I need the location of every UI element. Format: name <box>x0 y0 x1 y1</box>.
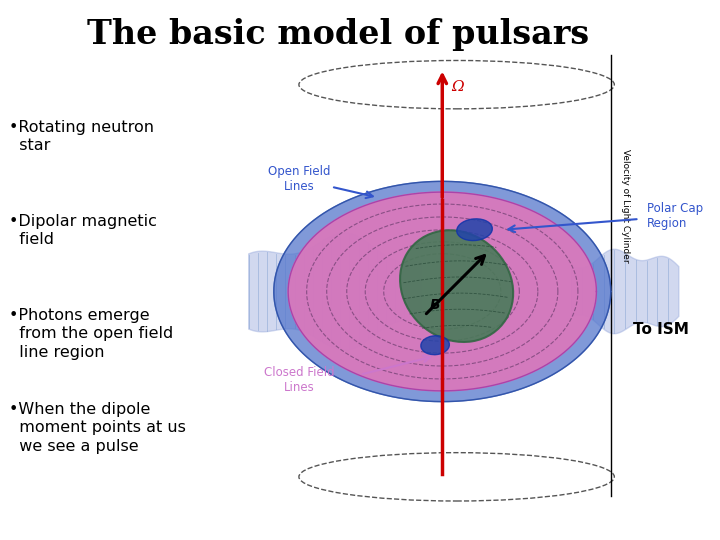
Ellipse shape <box>400 230 513 342</box>
Polygon shape <box>572 249 679 334</box>
Text: B: B <box>430 298 441 312</box>
Text: •When the dipole
  moment points at us
  we see a pulse: •When the dipole moment points at us we … <box>9 402 186 454</box>
Polygon shape <box>288 192 596 391</box>
Polygon shape <box>248 233 420 350</box>
Text: •Photons emerge
  from the open field
  line region: •Photons emerge from the open field line… <box>9 308 173 360</box>
Text: Open Field
Lines: Open Field Lines <box>268 165 330 193</box>
Text: To ISM: To ISM <box>633 322 689 336</box>
Text: •Rotating neutron
  star: •Rotating neutron star <box>9 119 153 153</box>
Text: The basic model of pulsars: The basic model of pulsars <box>87 17 590 51</box>
Text: Polar Cap
Region: Polar Cap Region <box>647 202 703 230</box>
Text: •Dipolar magnetic
  field: •Dipolar magnetic field <box>9 214 156 247</box>
Text: Velocity of Light Cylinder: Velocity of Light Cylinder <box>621 148 629 262</box>
Polygon shape <box>274 181 611 402</box>
Text: Ω: Ω <box>451 80 464 94</box>
Ellipse shape <box>456 219 492 241</box>
Text: Closed Field
Lines: Closed Field Lines <box>264 366 334 394</box>
Ellipse shape <box>421 336 449 355</box>
